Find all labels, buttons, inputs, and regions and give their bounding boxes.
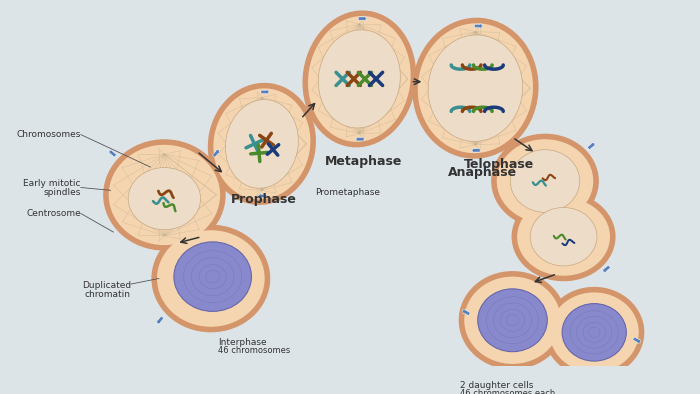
Ellipse shape xyxy=(157,230,265,327)
Ellipse shape xyxy=(517,198,610,276)
Ellipse shape xyxy=(128,167,201,230)
Text: 46 chromosomes each: 46 chromosomes each xyxy=(460,389,555,394)
Ellipse shape xyxy=(544,287,644,378)
Text: 46 chromosomes: 46 chromosomes xyxy=(218,346,290,355)
Ellipse shape xyxy=(458,271,566,370)
Ellipse shape xyxy=(208,83,316,205)
Text: 2 daughter cells: 2 daughter cells xyxy=(460,381,533,390)
Ellipse shape xyxy=(174,242,251,311)
Ellipse shape xyxy=(478,289,547,352)
Ellipse shape xyxy=(103,139,225,251)
Ellipse shape xyxy=(214,88,310,199)
Ellipse shape xyxy=(530,208,597,266)
Ellipse shape xyxy=(318,30,400,128)
Ellipse shape xyxy=(151,225,270,332)
Ellipse shape xyxy=(428,35,523,141)
Text: Anaphase: Anaphase xyxy=(448,166,517,179)
Ellipse shape xyxy=(550,292,639,372)
Text: Metaphase: Metaphase xyxy=(326,155,402,168)
FancyArrow shape xyxy=(633,337,641,344)
FancyArrow shape xyxy=(475,23,483,29)
FancyArrow shape xyxy=(587,143,595,150)
Text: Chromosomes: Chromosomes xyxy=(17,130,81,139)
Text: Prometaphase: Prometaphase xyxy=(315,188,380,197)
FancyArrow shape xyxy=(157,316,164,323)
Text: Interphase: Interphase xyxy=(218,338,267,347)
Text: Early mitotic: Early mitotic xyxy=(23,179,81,188)
Ellipse shape xyxy=(108,145,220,245)
Text: Centrosome: Centrosome xyxy=(26,209,81,218)
Ellipse shape xyxy=(225,100,298,188)
Text: Telophase: Telophase xyxy=(464,158,535,171)
Text: Prophase: Prophase xyxy=(231,193,297,206)
Ellipse shape xyxy=(497,139,594,223)
FancyArrow shape xyxy=(472,148,480,153)
Text: chromatin: chromatin xyxy=(85,290,131,299)
Ellipse shape xyxy=(562,304,626,361)
FancyArrow shape xyxy=(212,150,219,157)
Ellipse shape xyxy=(510,150,580,212)
Ellipse shape xyxy=(418,23,533,153)
FancyArrow shape xyxy=(258,193,267,199)
FancyArrow shape xyxy=(358,16,367,21)
FancyArrow shape xyxy=(603,265,610,272)
FancyArrow shape xyxy=(462,309,470,316)
Ellipse shape xyxy=(464,277,561,364)
FancyArrow shape xyxy=(109,150,116,157)
Text: spindles: spindles xyxy=(43,188,81,197)
Text: Duplicated: Duplicated xyxy=(82,281,131,290)
Ellipse shape xyxy=(491,134,598,229)
Ellipse shape xyxy=(302,10,416,147)
FancyArrow shape xyxy=(261,89,270,95)
Ellipse shape xyxy=(308,16,411,142)
FancyArrow shape xyxy=(356,136,364,142)
Ellipse shape xyxy=(512,192,615,281)
Ellipse shape xyxy=(412,18,538,159)
